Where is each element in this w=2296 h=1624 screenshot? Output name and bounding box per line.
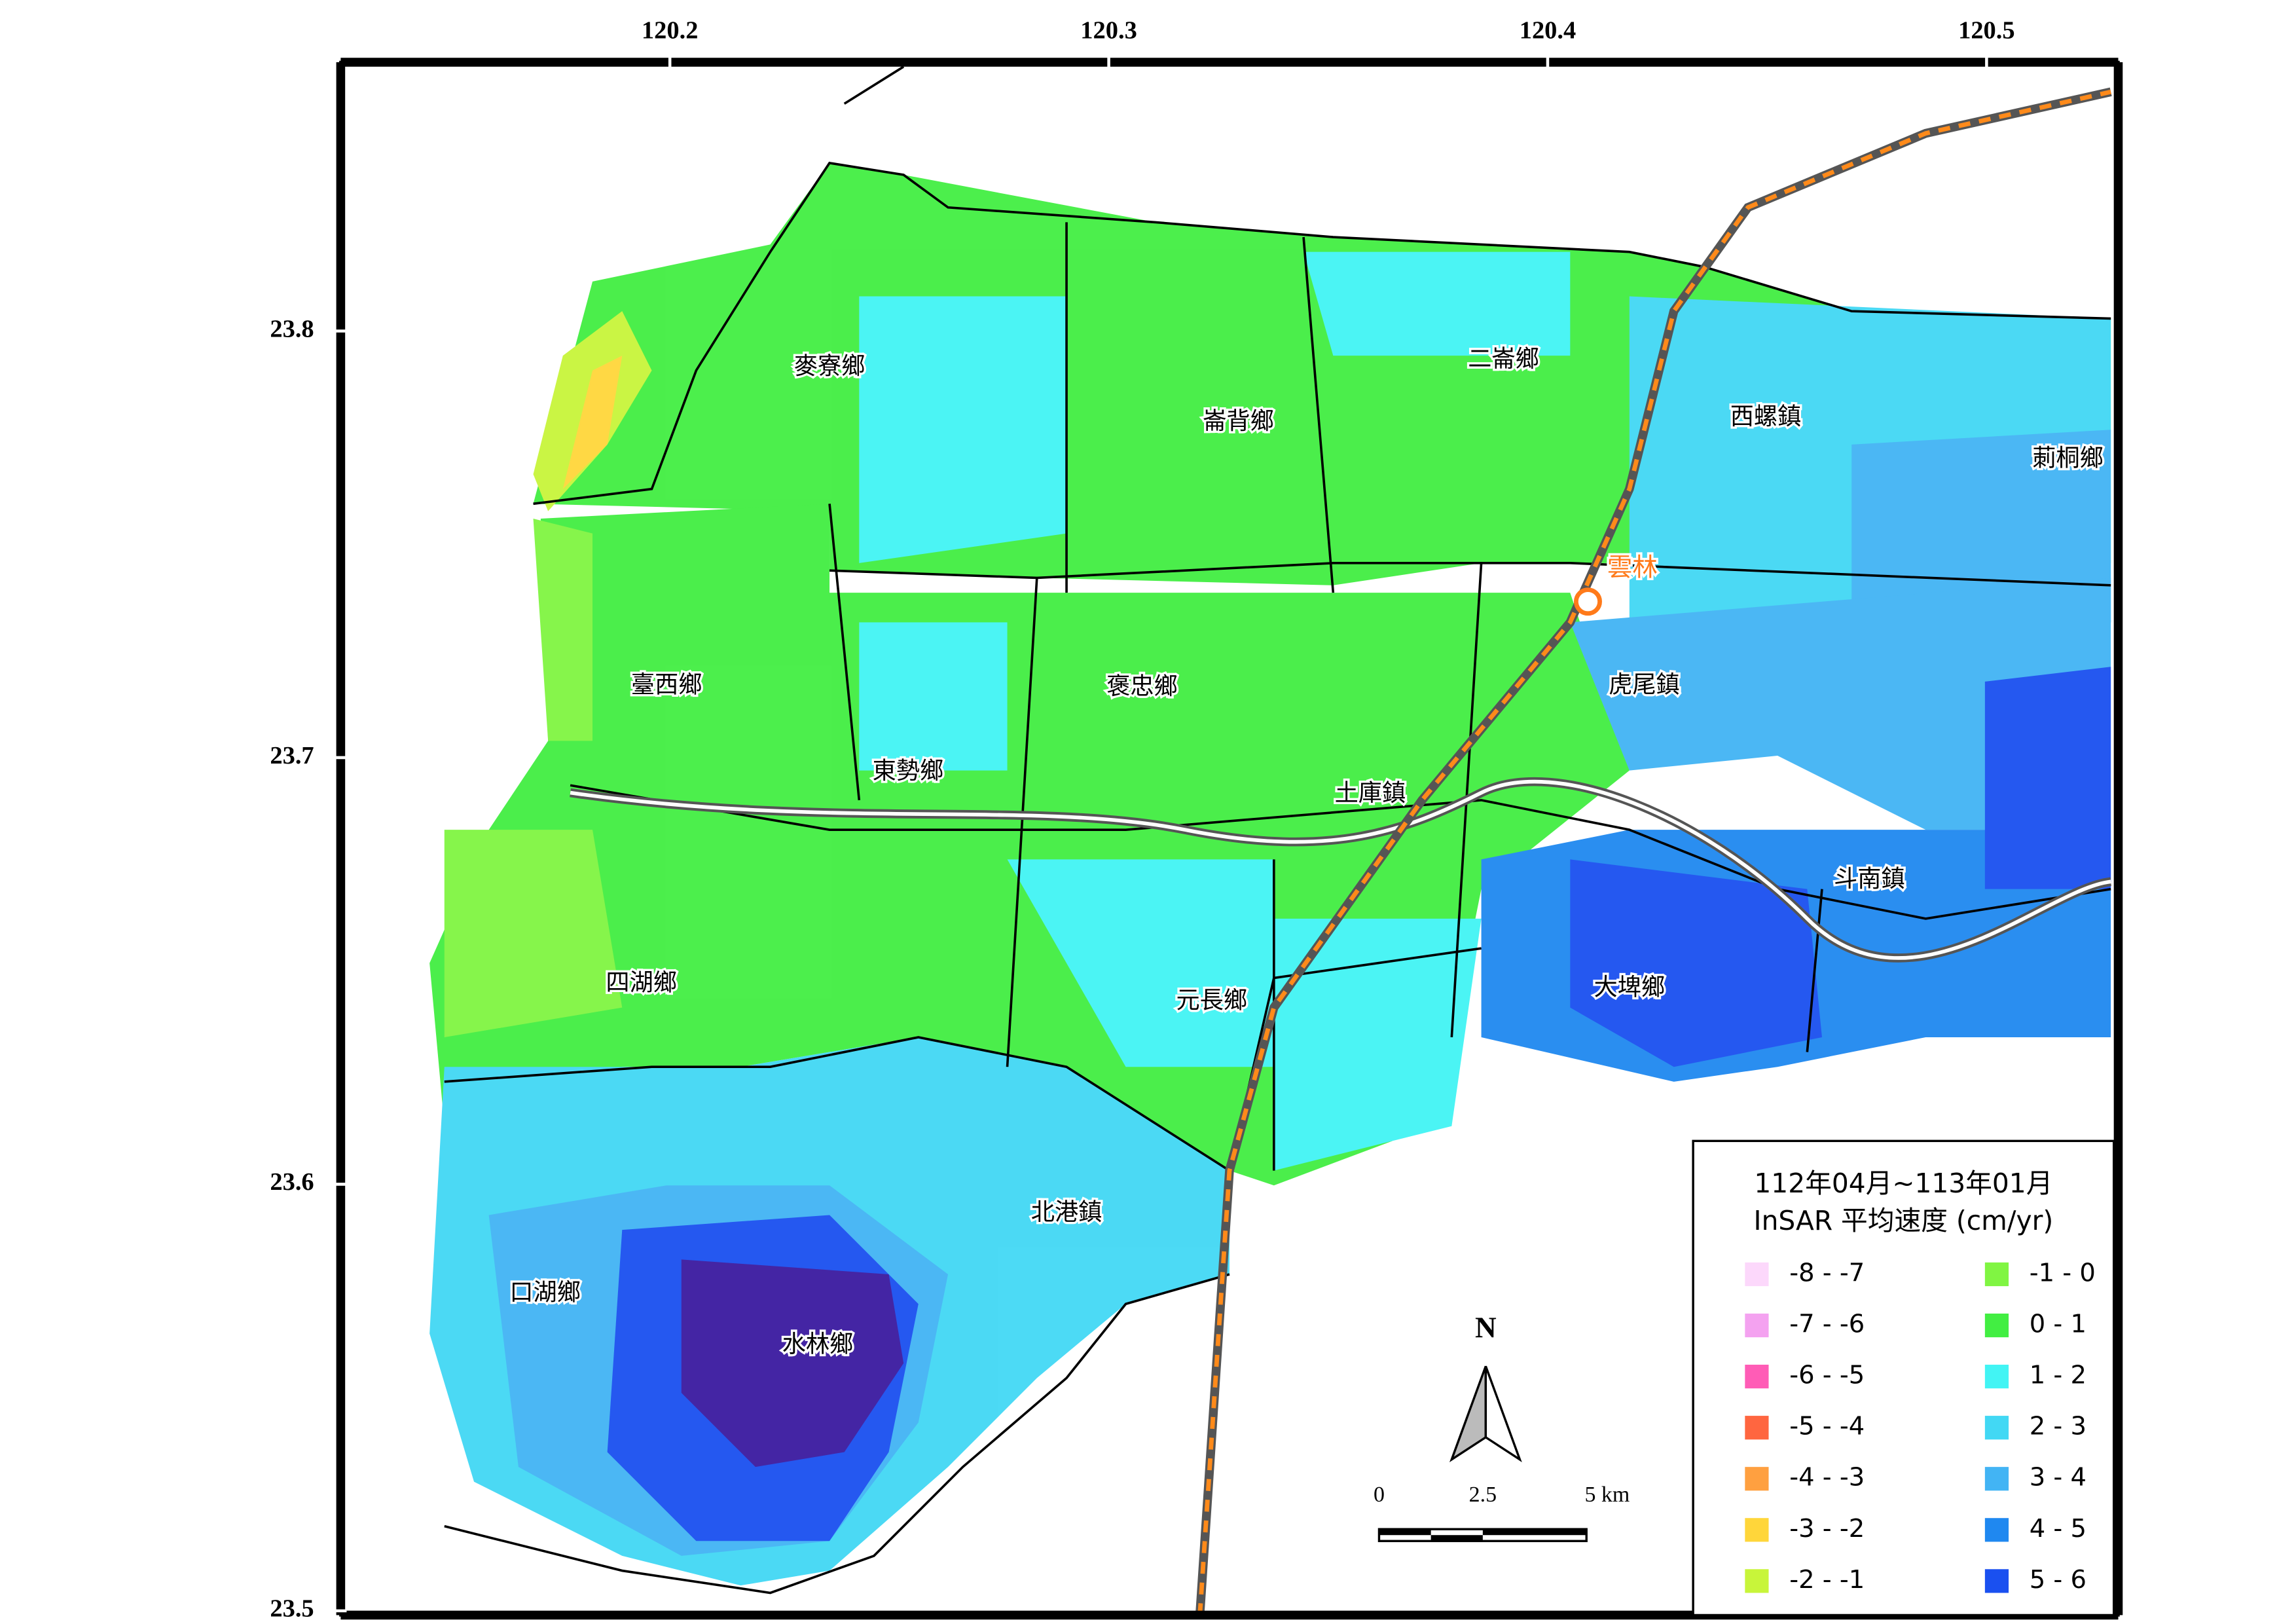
scale-seg	[1430, 1535, 1483, 1541]
legend-label: -4 - -3	[1789, 1463, 1865, 1492]
town-label: 虎尾鎮	[1609, 671, 1680, 699]
frame-bar	[2113, 62, 2123, 1615]
x-tick-label: 120.5	[1958, 17, 2015, 45]
frame-bar	[340, 58, 2119, 67]
legend-label: -6 - -5	[1789, 1361, 1865, 1390]
y-tick-label: 23.6	[270, 1168, 314, 1196]
station-marker	[1573, 587, 1602, 616]
scale-label: 2.5	[1469, 1483, 1497, 1507]
legend-swatch	[1984, 1313, 2009, 1338]
legend-label: 4 - 5	[2030, 1514, 2086, 1543]
x-tick-label: 120.3	[1080, 17, 1137, 45]
town-label: 土庫鎮	[1335, 779, 1406, 807]
town-label: 元長鄉	[1176, 986, 1248, 1014]
legend-label: 2 - 3	[2030, 1412, 2086, 1441]
legend-label: -3 - -2	[1789, 1514, 1865, 1543]
legend-title: InSAR 平均速度 (cm/yr)	[1754, 1205, 2054, 1236]
town-label: 四湖鄉	[606, 968, 677, 996]
legend-swatch	[1745, 1313, 1769, 1338]
legend-swatch	[1745, 1467, 1769, 1491]
scale-seg	[1379, 1529, 1431, 1536]
scale-label: 0	[1374, 1483, 1385, 1507]
legend-swatch	[1984, 1416, 2009, 1440]
town-label: 臺西鄉	[631, 671, 702, 699]
legend-label: 1 - 2	[2030, 1361, 2086, 1390]
legend-label: -8 - -7	[1789, 1258, 1865, 1287]
town-label: 褒忠鄉	[1106, 672, 1178, 700]
town-label: 口湖鄉	[509, 1278, 581, 1306]
axes: 120.2 120.3 120.4 120.5 23.8 23.7 23.6 23.5	[270, 17, 2123, 1623]
legend-label: 5 - 6	[2030, 1565, 2086, 1595]
town-label: 二崙鄉	[1468, 344, 1539, 373]
north-arrow: N	[1449, 1311, 1522, 1463]
legend-swatch	[1745, 1416, 1769, 1440]
legend-label: 3 - 4	[2030, 1463, 2086, 1492]
velocity-field	[429, 162, 2111, 1586]
legend-swatch	[1745, 1365, 1769, 1389]
legend-title: 112年04月~113年01月	[1754, 1168, 2052, 1199]
town-label: 北港鎮	[1031, 1198, 1102, 1226]
legend-label: -5 - -4	[1789, 1412, 1865, 1441]
town-label: 大埤鄉	[1594, 972, 1666, 1001]
y-tick-label: 23.8	[270, 315, 314, 342]
north-right	[1484, 1365, 1522, 1463]
y-tick-label: 23.7	[270, 742, 314, 769]
highway-core	[570, 779, 2111, 960]
north-label: N	[1475, 1311, 1497, 1344]
legend: 112年04月~113年01月 InSAR 平均速度 (cm/yr) -8 - …	[1692, 1139, 2115, 1617]
legend-swatch	[1745, 1518, 1769, 1542]
frame-bar	[336, 62, 346, 1615]
legend-swatch	[1984, 1262, 2009, 1287]
legend-label: -2 - -1	[1789, 1565, 1865, 1595]
town-label: 莿桐鄉	[2032, 443, 2104, 471]
station-label: 雲林	[1607, 553, 1658, 582]
town-label: 斗南鎮	[1834, 864, 1905, 893]
x-tick-label: 120.4	[1520, 17, 1576, 45]
rail-core	[1197, 89, 2111, 1615]
legend-swatch	[1745, 1262, 1769, 1287]
legend-swatch	[1984, 1467, 2009, 1491]
legend-label: -7 - -6	[1789, 1310, 1865, 1339]
legend-swatch	[1984, 1569, 2009, 1593]
legend-label: -1 - 0	[2030, 1258, 2096, 1287]
scale-label: 5 km	[1584, 1483, 1630, 1507]
town-label: 東勢鄉	[873, 756, 944, 784]
town-label: 崙背鄉	[1203, 407, 1274, 435]
town-label: 麥寮鄉	[794, 352, 866, 380]
legend-swatch	[1745, 1569, 1769, 1593]
town-label: 西螺鎮	[1730, 402, 1802, 430]
legend-swatch	[1984, 1365, 2009, 1389]
x-tick-label: 120.2	[642, 17, 699, 45]
legend-swatch	[1984, 1518, 2009, 1542]
scale-bar: 0 2.5 5 km	[1374, 1483, 1630, 1542]
frame-bar	[340, 1610, 2119, 1620]
y-tick-label: 23.5	[270, 1595, 314, 1623]
scale-seg	[1482, 1529, 1587, 1536]
town-label: 水林鄉	[782, 1330, 854, 1358]
legend-label: 0 - 1	[2030, 1310, 2086, 1339]
